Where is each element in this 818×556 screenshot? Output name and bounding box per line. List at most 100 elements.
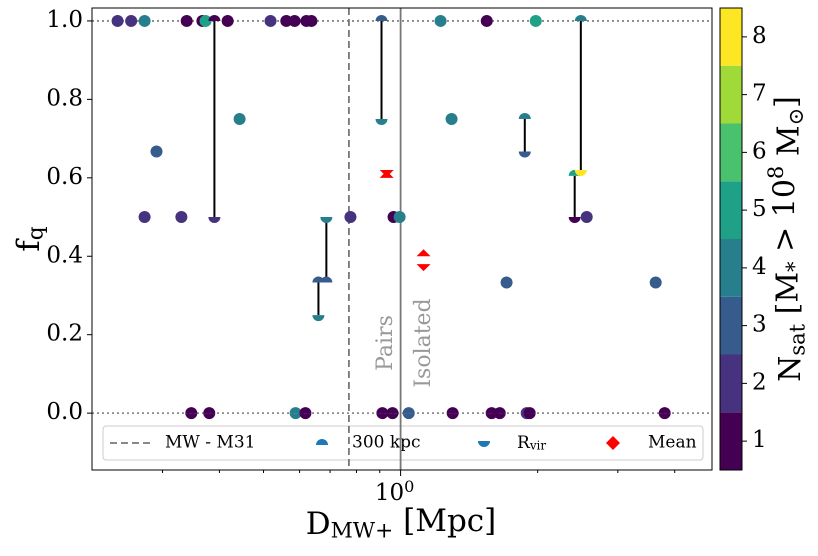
point bbox=[500, 282, 513, 289]
y-tick-label: 0.4 bbox=[46, 242, 83, 268]
colorbar-tick-label: 5 bbox=[752, 196, 767, 222]
y-tick-label: 0.6 bbox=[46, 164, 83, 190]
point bbox=[185, 413, 198, 420]
point bbox=[480, 20, 493, 27]
point bbox=[434, 14, 447, 21]
point bbox=[320, 217, 333, 224]
mean-marker bbox=[416, 249, 431, 257]
point bbox=[199, 14, 212, 21]
point bbox=[289, 413, 302, 420]
point bbox=[658, 413, 671, 420]
colorbar-tick-label: 4 bbox=[752, 254, 767, 280]
point bbox=[138, 217, 151, 224]
x-tick-label: 100​ bbox=[375, 476, 415, 506]
point bbox=[305, 14, 318, 21]
point bbox=[180, 14, 193, 21]
point bbox=[402, 413, 415, 420]
point bbox=[523, 407, 536, 414]
colorbar-label: Nsat​ [M*​ > 108​ M⊙​] bbox=[764, 96, 809, 382]
colorbar-tick-label: 8 bbox=[752, 23, 767, 49]
point bbox=[138, 20, 151, 27]
point bbox=[402, 407, 415, 414]
annotation: Pairs bbox=[373, 315, 398, 371]
y-tick-label: 1.0 bbox=[46, 7, 83, 33]
point bbox=[312, 315, 325, 322]
point bbox=[393, 211, 406, 218]
point bbox=[445, 118, 458, 125]
point bbox=[288, 20, 301, 27]
colorbar-tick-label: 3 bbox=[752, 312, 767, 338]
point bbox=[529, 14, 542, 21]
point bbox=[289, 407, 302, 414]
point bbox=[393, 217, 406, 224]
point bbox=[264, 20, 277, 27]
point bbox=[221, 20, 234, 27]
point bbox=[150, 145, 163, 152]
colorbar-band bbox=[720, 8, 742, 66]
point bbox=[480, 14, 493, 21]
point bbox=[386, 413, 399, 420]
point bbox=[203, 413, 216, 420]
point bbox=[434, 20, 447, 27]
point bbox=[446, 413, 459, 420]
point bbox=[574, 14, 587, 21]
point bbox=[111, 14, 124, 21]
point bbox=[180, 20, 193, 27]
point bbox=[568, 217, 581, 224]
colorbar-band bbox=[720, 354, 742, 413]
point bbox=[493, 407, 506, 414]
point bbox=[199, 20, 212, 27]
legend-swatch bbox=[606, 436, 620, 450]
point bbox=[150, 151, 163, 158]
point bbox=[376, 413, 389, 420]
mean-marker bbox=[379, 169, 394, 177]
mean-marker bbox=[416, 264, 431, 272]
colorbar-band bbox=[720, 65, 742, 124]
point bbox=[580, 211, 593, 218]
point bbox=[493, 413, 506, 420]
point bbox=[376, 407, 389, 414]
y-tick-label: 0.8 bbox=[46, 85, 83, 111]
point bbox=[649, 276, 662, 283]
colorbar-band bbox=[720, 296, 742, 355]
point bbox=[305, 20, 318, 27]
colorbar-tick-label: 2 bbox=[752, 369, 767, 395]
legend-label: 300 kpc bbox=[352, 433, 421, 453]
annotation: Isolated bbox=[411, 298, 436, 387]
point bbox=[203, 407, 216, 414]
point bbox=[185, 407, 198, 414]
point bbox=[264, 14, 277, 21]
point bbox=[208, 217, 221, 224]
point bbox=[500, 276, 513, 283]
point bbox=[288, 14, 301, 21]
point bbox=[344, 217, 357, 224]
point bbox=[386, 407, 399, 414]
point bbox=[375, 118, 388, 125]
point bbox=[649, 282, 662, 289]
plot-frame bbox=[91, 7, 713, 471]
point bbox=[175, 211, 188, 218]
point bbox=[233, 112, 246, 119]
point bbox=[658, 407, 671, 414]
legend-label: MW - M31 bbox=[165, 433, 255, 453]
point bbox=[344, 211, 357, 218]
colorbar-frame bbox=[719, 7, 743, 471]
colorbar-band bbox=[720, 412, 742, 470]
point bbox=[299, 413, 312, 420]
x-axis-label: DMW+​ [Mpc] bbox=[306, 503, 497, 544]
point bbox=[375, 14, 388, 21]
legend-swatch bbox=[316, 439, 328, 445]
point bbox=[138, 14, 151, 21]
point bbox=[445, 112, 458, 119]
point bbox=[320, 276, 333, 283]
colorbar-band bbox=[720, 123, 742, 182]
point bbox=[138, 211, 151, 218]
point bbox=[446, 407, 459, 414]
colorbar-tick-label: 6 bbox=[752, 138, 767, 164]
point bbox=[523, 413, 536, 420]
colorbar-tick-label: 7 bbox=[752, 81, 767, 107]
point bbox=[580, 217, 593, 224]
point bbox=[208, 14, 221, 21]
point bbox=[111, 20, 124, 27]
